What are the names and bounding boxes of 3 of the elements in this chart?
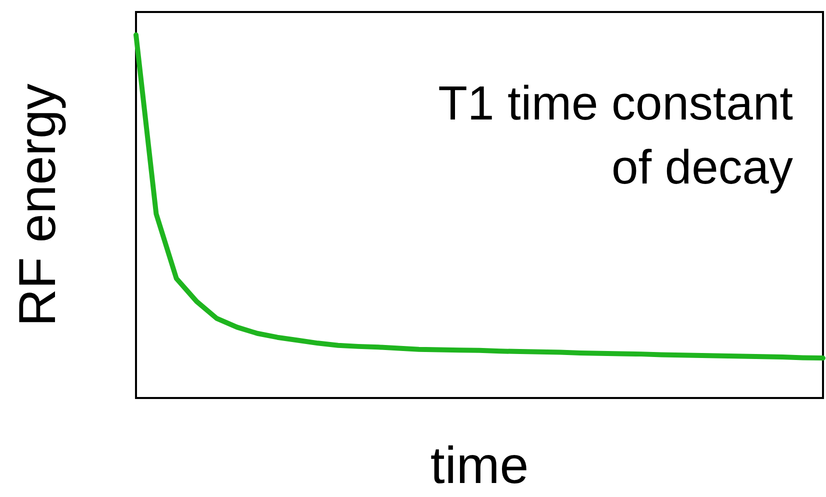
x-axis-title: time	[430, 437, 529, 495]
annotation: T1 time constant of decay	[438, 78, 793, 194]
y-axis-title: RF energy	[9, 84, 67, 326]
